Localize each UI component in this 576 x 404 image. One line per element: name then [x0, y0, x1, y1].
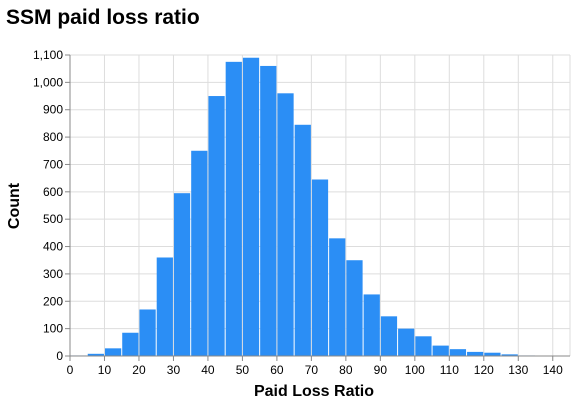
x-tick-label: 0	[67, 363, 74, 377]
histogram-bar	[242, 57, 260, 357]
histogram-bar	[191, 150, 208, 356]
y-tick-label: 200	[43, 294, 63, 308]
histogram-bar	[87, 353, 104, 356]
x-tick-label: 100	[405, 363, 425, 377]
y-tick-label: 400	[43, 240, 63, 254]
x-tick-label: 40	[201, 363, 215, 377]
y-tick-label: 700	[43, 157, 63, 171]
x-axis-ticks: 0 10 20 30 40 50 60 70 80 90 100 110 120 130 140	[67, 356, 563, 377]
y-axis-ticks: 0 100 200 300 400 500 600 700 800 900 1,000 1,100	[33, 48, 70, 363]
histogram-bar	[208, 96, 225, 356]
x-axis-title: Paid Loss Ratio	[254, 383, 374, 400]
x-tick-label: 10	[98, 363, 112, 377]
gridlines	[70, 54, 571, 356]
histogram-bar	[104, 348, 122, 356]
x-tick-label: 110	[440, 363, 459, 377]
x-tick-label: 50	[236, 363, 250, 377]
histogram-bar	[346, 260, 363, 356]
histogram-bar	[173, 193, 191, 356]
histogram-bar	[260, 65, 277, 356]
x-tick-label: 120	[474, 363, 494, 377]
bars	[70, 57, 570, 357]
histogram-bar	[329, 238, 346, 356]
x-tick-label: 70	[305, 363, 319, 377]
x-tick-label: 80	[339, 363, 353, 377]
histogram-bar	[294, 124, 311, 356]
histogram-bar	[277, 93, 294, 357]
chart-title: SSM paid loss ratio	[6, 6, 200, 29]
histogram-bar	[501, 354, 518, 356]
y-axis-title: Count	[6, 182, 23, 229]
histogram-bar	[449, 349, 467, 356]
y-tick-label: 0	[56, 349, 63, 363]
x-tick-label: 130	[508, 363, 528, 377]
y-tick-label: 500	[43, 212, 63, 226]
y-tick-label: 600	[43, 185, 63, 199]
histogram-bar	[415, 336, 432, 356]
x-tick-label: 90	[374, 363, 388, 377]
histogram-bar	[122, 332, 139, 356]
histogram-bar	[363, 294, 380, 356]
histogram-bar	[139, 309, 156, 356]
y-tick-label: 100	[43, 322, 63, 336]
histogram-bar	[225, 61, 242, 356]
x-tick-label: 20	[132, 363, 146, 377]
histogram-bar	[484, 352, 501, 356]
axes	[69, 55, 570, 357]
histogram-bar	[398, 328, 415, 356]
y-tick-label: 800	[43, 130, 63, 144]
x-tick-label: 30	[167, 363, 181, 377]
y-tick-label: 900	[43, 103, 63, 117]
y-tick-label: 300	[43, 267, 63, 281]
x-tick-label: 60	[270, 363, 284, 377]
histogram-bar	[380, 316, 398, 356]
x-tick-label: 140	[543, 363, 563, 377]
y-tick-label: 1,100	[33, 48, 63, 62]
histogram-bar	[311, 179, 329, 356]
y-tick-label: 1,000	[33, 75, 63, 89]
histogram-bar	[156, 257, 173, 356]
histogram-bar	[467, 351, 484, 356]
histogram-bar	[432, 345, 449, 356]
